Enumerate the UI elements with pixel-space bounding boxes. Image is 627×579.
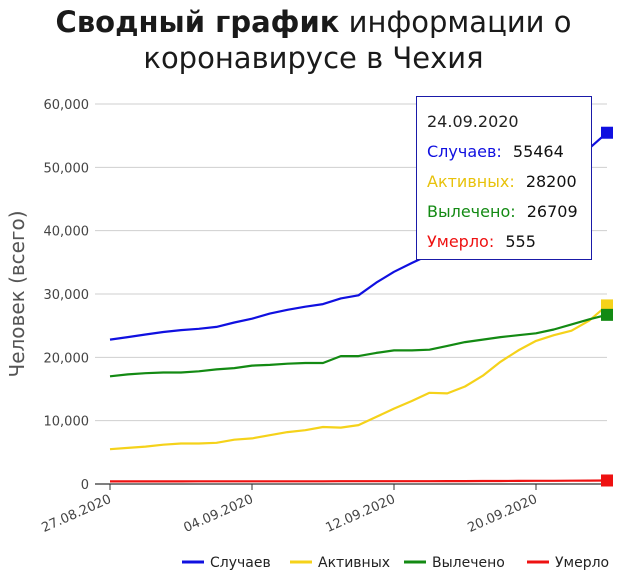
x-tick-label: 20.09.2020 (466, 492, 540, 536)
tooltip-value: 26709 (526, 202, 578, 221)
tooltip-value: 55464 (512, 142, 564, 161)
legend-label-recovered: Вылечено (432, 555, 505, 571)
tooltip-date: 24.09.2020 (427, 112, 519, 131)
legend: Случаев Активных Вылечено Умерло (182, 555, 609, 571)
x-tick-label: 12.09.2020 (324, 492, 398, 536)
tooltip-row-active: Активных: 28200 (427, 167, 591, 197)
y-tick-label: 0 (81, 478, 89, 493)
tooltip-label: Умерло: (427, 232, 495, 251)
y-tick-label: 20,000 (44, 351, 90, 366)
series-end-marker-active (601, 299, 613, 312)
chart-title: Сводный график информации о коронавирусе… (0, 4, 627, 76)
tooltip-row-cases: Случаев: 55464 (427, 137, 591, 167)
series-end-marker-cases (601, 126, 613, 139)
tooltip-value: 28200 (525, 172, 577, 191)
series-end-marker-recovered (601, 308, 613, 321)
y-tick-label: 60,000 (44, 98, 90, 113)
tooltip-label: Случаев: (427, 142, 502, 161)
legend-label-active: Активных (318, 555, 390, 571)
legend-label-deaths: Умерло (555, 555, 609, 571)
hover-tooltip: 24.09.2020 Случаев: 55464 Активных: 2820… (416, 96, 592, 260)
chart-title-bold: Сводный график (55, 5, 340, 39)
x-tick-label: 27.08.2020 (40, 492, 114, 536)
legend-label-cases: Случаев (210, 555, 271, 571)
series-line-active (109, 304, 608, 451)
y-tick-label: 40,000 (44, 225, 90, 240)
tooltip-row-deaths: Умерло: 555 (427, 227, 591, 257)
y-axis-label: Человек (всего) (5, 210, 29, 377)
y-tick-label: 10,000 (44, 415, 90, 430)
tooltip-row-recovered: Вылечено: 26709 (427, 197, 591, 227)
y-tick-label: 50,000 (44, 161, 90, 176)
series-end-marker-deaths (601, 474, 613, 487)
tooltip-value: 555 (505, 232, 536, 251)
series-line-deaths (110, 479, 608, 483)
tooltip-label: Активных: (427, 172, 515, 191)
x-tick-label: 04.09.2020 (182, 492, 256, 536)
tooltip-label: Вылечено: (427, 202, 516, 221)
y-tick-label: 30,000 (44, 288, 90, 303)
chart-title-line2: коронавирусе в Чехия (143, 41, 484, 75)
chart-title-rest: информации о (348, 5, 572, 39)
series-line-recovered (109, 313, 608, 378)
